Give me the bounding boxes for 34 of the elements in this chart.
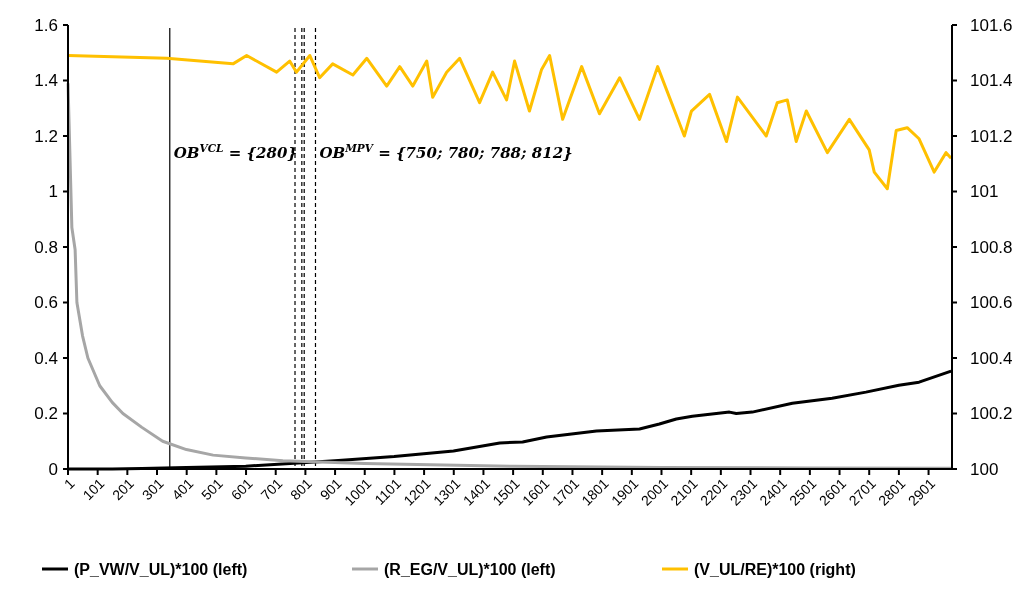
x-tick-label: 901 (316, 475, 345, 504)
y2-tick-label: 101.4 (970, 71, 1013, 91)
y-tick-label: 1 (48, 182, 58, 202)
legend-label: (V_UL/RE)*100 (right) (694, 560, 856, 578)
y2-tick-label: 101 (970, 182, 999, 202)
y-tick-label: 1.4 (34, 71, 58, 91)
x-tick-label: 1 (60, 475, 78, 493)
y2-tick-label: 100.8 (970, 237, 1013, 257)
y-tick-label: 0.4 (34, 348, 58, 368)
y2-tick-label: 101.2 (970, 126, 1013, 146)
x-tick-label: 401 (168, 475, 197, 504)
legend-label: (P_VW/V_UL)*100 (left) (74, 560, 248, 578)
y-tick-label: 1.6 (34, 15, 58, 35)
line-series (66, 54, 953, 191)
y2-tick-label: 100.4 (970, 348, 1013, 368)
x-tick-label: 601 (227, 475, 256, 504)
y2-tick-label: 100 (970, 459, 999, 479)
x-tick-label: 301 (138, 475, 167, 504)
annotation: OB$^{MPV}$ = {750; 780; 788; 812} (319, 142, 573, 163)
y2-tick-label: 100.2 (970, 404, 1013, 424)
x-tick-label: 701 (257, 475, 286, 504)
x-tick-label: 201 (109, 475, 138, 504)
x-tick-label: 101 (79, 475, 108, 504)
y-tick-label: 0.8 (34, 237, 58, 257)
y2-tick-label: 100.6 (970, 293, 1013, 313)
y-tick-label: 1.2 (34, 126, 58, 146)
annotation: OB$^{VCL}$ = {280} (173, 142, 298, 163)
y2-tick-label: 101.6 (970, 15, 1013, 35)
y-tick-label: 0.6 (34, 293, 58, 313)
x-tick-label: 501 (198, 475, 227, 504)
x-tick-label: 801 (287, 475, 316, 504)
y-tick-label: 0.2 (34, 404, 58, 424)
y-tick-label: 0 (48, 459, 58, 479)
legend-label: (R_EG/V_UL)*100 (left) (384, 560, 556, 578)
